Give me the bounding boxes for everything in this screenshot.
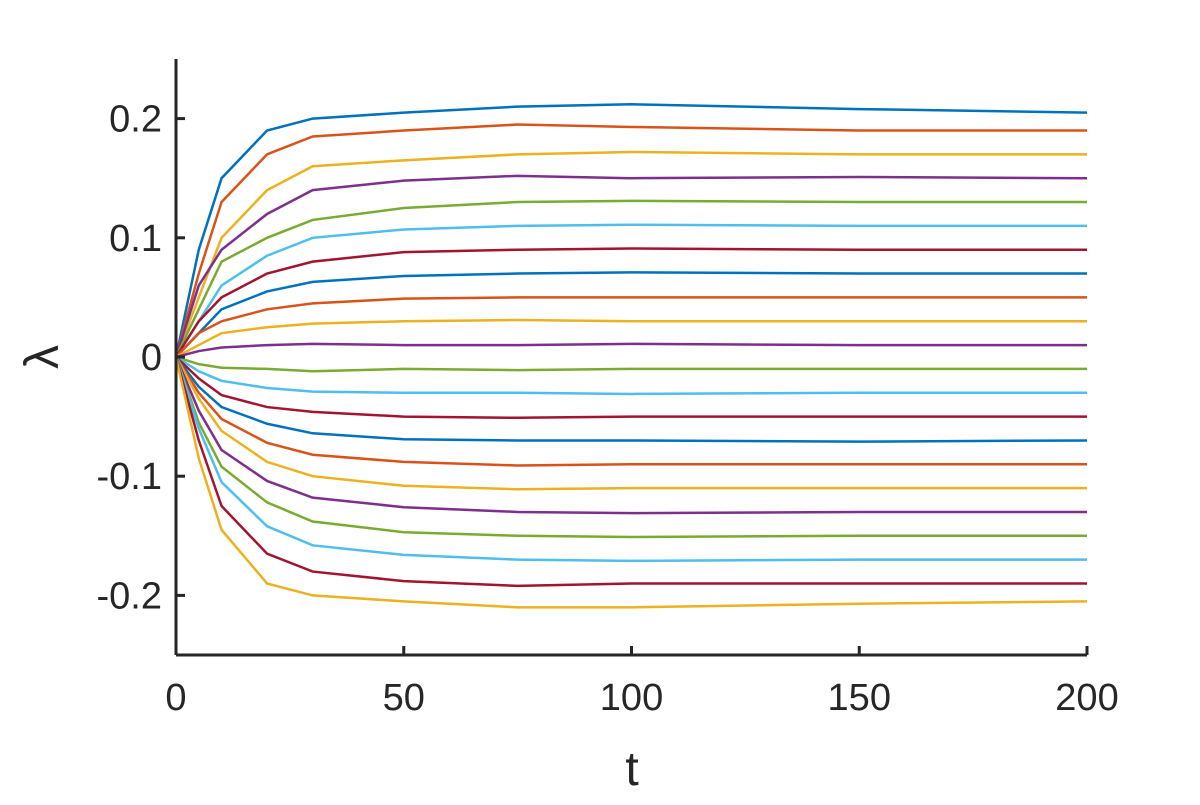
series-line	[174, 247, 1087, 358]
series-line	[174, 356, 1087, 515]
series-line	[174, 174, 1088, 358]
series-line	[174, 199, 1087, 358]
x-axis-label: t	[625, 743, 638, 796]
y-tick-label: -0.1	[97, 456, 162, 498]
series-line	[175, 356, 1087, 420]
series-line	[174, 356, 1087, 588]
series-line	[175, 318, 1087, 359]
y-axis-label: λ	[16, 345, 69, 369]
y-tick-label: 0.1	[109, 218, 162, 260]
series-line	[174, 123, 1087, 358]
series-line	[174, 356, 1087, 491]
series-line	[175, 296, 1087, 358]
series-line	[175, 271, 1087, 358]
series-line	[175, 355, 1087, 373]
x-tick-label: 0	[165, 677, 186, 719]
y-tick-label: 0	[141, 337, 162, 379]
series-line	[175, 355, 1087, 396]
x-tick-label: 150	[828, 677, 891, 719]
x-tick-label: 50	[383, 677, 425, 719]
series-line	[174, 356, 1087, 467]
series-line	[174, 103, 1088, 358]
y-tick-label: 0.2	[109, 99, 162, 141]
y-tick-label: -0.2	[97, 575, 162, 617]
series-line	[175, 356, 1088, 443]
series-line	[174, 150, 1087, 358]
x-tick-label: 200	[1055, 677, 1118, 719]
series-line	[174, 223, 1087, 358]
x-tick-label: 100	[600, 677, 663, 719]
series-line	[174, 356, 1087, 539]
series-line	[175, 342, 1087, 359]
series-line	[174, 356, 1087, 563]
series-line	[174, 356, 1088, 609]
